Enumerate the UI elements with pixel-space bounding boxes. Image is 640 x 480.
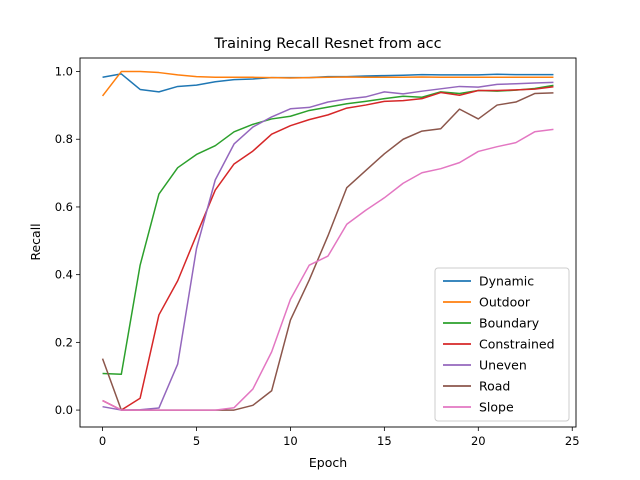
y-tick-label: 0.4	[55, 268, 73, 282]
legend-label-constrained: Constrained	[479, 337, 555, 352]
legend-label-uneven: Uneven	[479, 358, 527, 373]
chart-title: Training Recall Resnet from acc	[213, 36, 441, 52]
x-axis: 0 5 10 15 20 25	[99, 427, 580, 448]
x-tick-label: 5	[193, 434, 200, 448]
x-tick-label: 10	[283, 434, 298, 448]
y-axis: 0.0 0.2 0.4 0.6 0.8 1.0	[55, 65, 80, 417]
y-tick-label: 0.6	[55, 200, 73, 214]
series-line-slope	[102, 128, 554, 411]
y-tick-label: 0.2	[55, 335, 73, 349]
series-lines	[101, 70, 554, 411]
plot-frame	[79, 57, 577, 428]
legend-label-outdoor: Outdoor	[479, 295, 531, 310]
x-tick-label: 20	[471, 434, 486, 448]
x-axis-label: Epoch	[309, 455, 347, 470]
y-axis-label: Recall	[28, 223, 43, 260]
legend-label-dynamic: Dynamic	[479, 274, 534, 289]
x-tick-label: 15	[377, 434, 392, 448]
legend-label-road: Road	[479, 379, 510, 394]
y-tick-label: 0.0	[55, 403, 73, 417]
legend-box	[434, 267, 570, 422]
y-tick-label: 1.0	[55, 65, 73, 79]
legend-label-slope: Slope	[479, 400, 514, 415]
series-line-uneven	[102, 81, 554, 411]
series-line-outdoor	[101, 70, 554, 97]
legend: Dynamic Outdoor Boundary Constrained Uneven R…	[434, 267, 570, 422]
x-tick-label: 0	[99, 434, 106, 448]
x-tick-label: 25	[565, 434, 580, 448]
y-tick-label: 0.8	[55, 132, 73, 146]
legend-label-boundary: Boundary	[479, 316, 540, 331]
series-line-constrained	[102, 86, 554, 411]
